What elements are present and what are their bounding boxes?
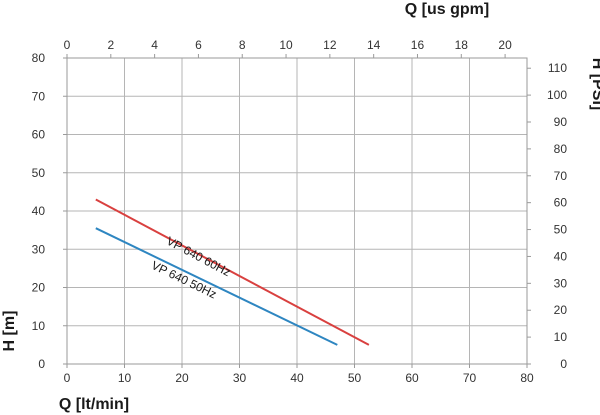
y2-tick-label: 30 <box>554 276 568 290</box>
x-tick-label: 10 <box>118 371 132 385</box>
y2-tick-label: 40 <box>554 249 568 263</box>
y-tick-label: 0 <box>38 357 45 371</box>
x2-tick-label: 6 <box>195 38 202 52</box>
x2-tick-label: 0 <box>64 38 71 52</box>
y-tick-label: 70 <box>32 89 46 103</box>
x-tick-label: 80 <box>520 371 534 385</box>
y2-tick-label: 20 <box>554 303 568 317</box>
x-tick-label: 70 <box>463 371 477 385</box>
y2-tick-label: 70 <box>554 169 568 183</box>
x2-tick-label: 4 <box>151 38 158 52</box>
x-tick-label: 50 <box>348 371 362 385</box>
y2-tick-label: 0 <box>560 357 567 371</box>
y-tick-label: 20 <box>32 281 46 295</box>
x-tick-label: 20 <box>175 371 189 385</box>
y2-tick-label: 100 <box>547 88 567 102</box>
x2-tick-label: 20 <box>498 38 512 52</box>
y2-tick-label: 80 <box>554 142 568 156</box>
series-line <box>95 227 338 346</box>
series-line <box>95 198 370 346</box>
y-tick-label: 40 <box>32 204 46 218</box>
series-group <box>95 198 370 346</box>
y-tick-label: 10 <box>32 319 46 333</box>
right-y-axis-ticks: 0 10 20 30 40 50 60 70 80 90 100 110 <box>527 61 567 371</box>
x2-tick-label: 12 <box>323 38 337 52</box>
y-tick-label: 80 <box>32 51 46 65</box>
x2-tick-label: 14 <box>367 38 381 52</box>
x-tick-label: 40 <box>290 371 304 385</box>
x2-tick-label: 18 <box>455 38 469 52</box>
y2-tick-label: 50 <box>554 223 568 237</box>
x2-tick-label: 8 <box>239 38 246 52</box>
x2-tick-label: 2 <box>107 38 114 52</box>
y-tick-label: 50 <box>32 166 46 180</box>
x-axis-ticks: 0 10 20 30 40 50 60 70 80 <box>64 364 534 385</box>
grid <box>66 57 528 365</box>
x2-tick-label: 10 <box>279 38 293 52</box>
right-y-axis-title: H [PSI] <box>589 58 600 110</box>
y-axis-title: H [m] <box>1 311 18 352</box>
x-tick-label: 60 <box>405 371 419 385</box>
y-tick-label: 60 <box>32 128 46 142</box>
y2-tick-label: 10 <box>554 330 568 344</box>
top-x-axis-ticks: 0 2 4 6 8 10 12 14 16 18 20 <box>64 38 512 58</box>
y2-tick-label: 110 <box>548 61 567 75</box>
y-axis-ticks: 0 10 20 30 40 50 60 70 80 <box>32 51 67 371</box>
x-tick-label: 30 <box>233 371 247 385</box>
x-axis-title: Q [lt/min] <box>59 396 129 413</box>
y2-tick-label: 90 <box>554 115 568 129</box>
top-x-axis-title: Q [us gpm] <box>405 1 489 18</box>
y-tick-label: 30 <box>32 242 46 256</box>
x-tick-label: 0 <box>64 371 71 385</box>
x2-tick-label: 16 <box>411 38 425 52</box>
y2-tick-label: 60 <box>554 196 568 210</box>
